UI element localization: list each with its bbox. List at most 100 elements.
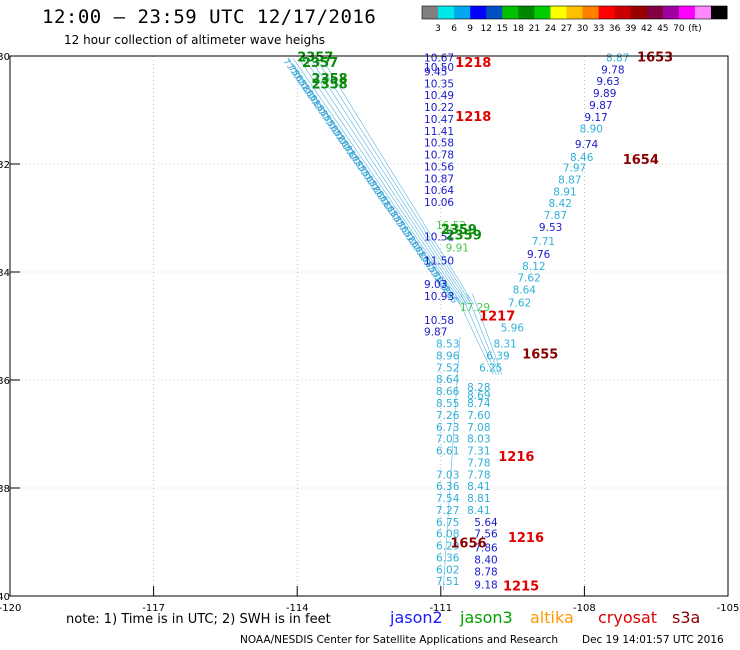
swh-label-jason2: 10.56	[424, 161, 454, 173]
swath-track	[310, 58, 470, 305]
swath-track	[287, 58, 461, 305]
colorbar-swatch	[678, 6, 696, 19]
colorbar-swatch	[710, 6, 728, 19]
swath-track	[472, 293, 503, 375]
swh-label-jason2: 10.67	[424, 52, 454, 64]
swh-label-s3a: 6.39	[486, 350, 509, 362]
time-label-jason3: 2357	[297, 50, 333, 65]
swh-label-track: 7.78	[467, 457, 490, 469]
swh-label-jason3: 16.52	[436, 220, 466, 232]
swh-label-s3a: 9.53	[539, 222, 562, 234]
swh-label-cryosat: 8.53	[436, 339, 459, 351]
swh-label-cryosat: 7.54	[436, 493, 460, 505]
map-subtitle: 12 hour collection of altimeter wave hei…	[64, 33, 326, 47]
swath-track	[304, 58, 468, 305]
swh-label-cryosat: 6.08	[436, 529, 459, 541]
colorbar-label: 45	[657, 24, 668, 34]
swh-label-track: 7.78	[467, 469, 490, 481]
map-title: 12:00 – 23:59 UTC 12/17/2016	[42, 6, 377, 28]
y-tick-label: -40	[0, 592, 10, 603]
colorbar-swatch	[614, 6, 632, 19]
legend-jason2: jason2	[390, 608, 443, 627]
map-grid	[10, 56, 728, 596]
swh-label-track: 7.86	[474, 543, 498, 555]
x-tick-label: -117	[142, 603, 165, 614]
legend-jason3: jason3	[460, 608, 513, 627]
colorbar-label: 18	[513, 24, 525, 34]
swh-label-s3a: 9.87	[589, 100, 612, 112]
swh-label-s3a: 7.62	[517, 273, 540, 285]
swh-label-track: 8.40	[474, 555, 497, 567]
colorbar-swatch	[534, 6, 551, 19]
colorbar-swatch	[662, 6, 680, 19]
swh-label-track: 8.41	[467, 505, 490, 517]
swh-label-track: 7.08	[467, 422, 490, 434]
swh-label-cryosat: 6.29	[436, 541, 459, 553]
time-label-cryosat: 1216	[498, 450, 534, 465]
colorbar-label: 42	[641, 24, 652, 34]
swh-label-cryosat: 8.96	[436, 350, 460, 362]
swh-label-jason2: 10.58	[424, 138, 454, 150]
swh-label-s3a: 9.89	[593, 88, 616, 100]
legend-altika: altika	[530, 608, 574, 627]
colorbar-label: 70	[673, 24, 685, 34]
swh-label-jason2: 10.93	[424, 291, 454, 303]
swh-label-s3a: 7.97	[563, 163, 586, 175]
swh-label-s3a: 9.17	[584, 112, 607, 124]
swh-label-jason3: 9.91	[446, 242, 469, 254]
swh-label-jason2: 11.50	[424, 255, 454, 267]
swh-label-s3a: 8.46	[570, 152, 594, 164]
swh-label-s3a: 9.76	[527, 249, 551, 261]
swh-label-jason2: 9.03	[424, 279, 447, 291]
swh-label-s3a: 8.90	[580, 124, 603, 136]
swh-label-track: 8.41	[467, 481, 490, 493]
swh-label-jason2: 11.41	[424, 126, 454, 138]
colorbar-swatch	[694, 6, 712, 19]
x-tick-label: -111	[429, 603, 452, 614]
time-label-cryosat: 1218	[455, 56, 491, 71]
swath-track	[460, 293, 497, 375]
swh-label-cryosat: 7.27	[436, 505, 459, 517]
colorbar-label: (ft)	[688, 24, 702, 34]
colorbar-label: 12	[480, 24, 491, 34]
swh-label-s3a: 8.91	[553, 186, 576, 198]
swh-label-jason2: 10.35	[424, 78, 454, 90]
swh-label-s3a: 9.74	[575, 139, 599, 151]
colorbar-swatch	[550, 6, 567, 19]
swh-label-track: 8.78	[474, 566, 497, 578]
legend-cryosat: cryosat	[598, 608, 658, 627]
swh-label-jason2: 10.06	[424, 197, 454, 209]
time-label-jason3: 2358	[312, 77, 348, 92]
colorbar-swatch	[502, 6, 519, 19]
colorbar-swatch	[566, 6, 584, 19]
swh-label-cryosat: 7.51	[436, 576, 459, 588]
y-tick-label: -32	[0, 160, 10, 171]
time-label-jason3: 2359	[441, 223, 477, 238]
colorbar-label: 30	[577, 24, 589, 34]
y-tick-label: -38	[0, 484, 10, 495]
time-label-cryosat: 1217	[479, 310, 515, 325]
swh-label-s3a: 7.62	[508, 298, 531, 310]
x-tick-label: -108	[573, 603, 596, 614]
swh-label-s3a: 6.25	[479, 362, 502, 374]
swh-label-s3a: 8.64	[513, 285, 537, 297]
axis-ticks: -120 -117 -114 -111 -108 -105 -30 -32 -34 -36 -38 -…	[0, 52, 739, 614]
colorbar-swatch	[422, 6, 439, 19]
colorbar-label: 24	[545, 24, 557, 34]
colorbar-swatch	[518, 6, 535, 19]
time-label-cryosat: 1215	[503, 580, 539, 595]
colorbar-swatch	[486, 6, 503, 19]
time-label-cryosat: 1216	[508, 531, 544, 546]
x-tick-label: -120	[0, 603, 21, 614]
swh-label-jason2: 10.50	[424, 62, 454, 74]
swh-label-cryosat: 7.03	[436, 434, 459, 446]
swh-label-jason2: 9.45	[424, 66, 447, 78]
swh-label-cryosat: 7.52	[436, 362, 459, 374]
y-tick-label: -30	[0, 52, 10, 63]
legend-s3a: s3a	[672, 608, 701, 627]
colorbar-label: 27	[561, 24, 572, 34]
colorbar-label: 33	[593, 24, 604, 34]
time-label-cryosat: 1218	[455, 110, 491, 125]
swh-label-s3a: 8.87	[606, 52, 629, 64]
swh-label-s3a: 9.78	[601, 64, 624, 76]
